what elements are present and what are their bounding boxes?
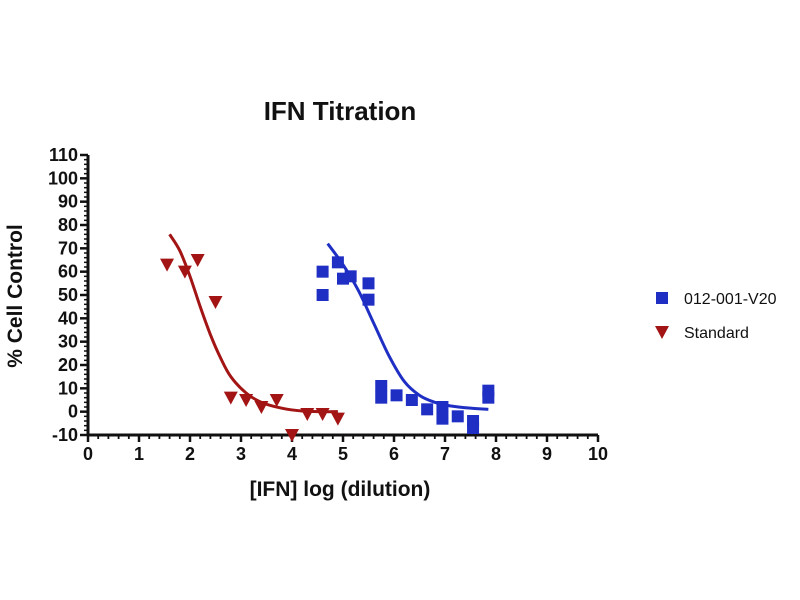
legend-marker-triangle-down xyxy=(655,326,669,339)
fit-curve-square xyxy=(326,242,489,411)
data-point-triangle-down xyxy=(160,258,175,272)
y-tick-label: 30 xyxy=(58,332,78,352)
x-axis-title: [IFN] log (dilution) xyxy=(250,478,431,501)
data-point-square xyxy=(467,422,480,434)
y-tick-label: 0 xyxy=(68,402,78,422)
data-point-square xyxy=(331,256,344,269)
data-point-square xyxy=(436,401,449,413)
x-tick-label: 10 xyxy=(588,444,608,464)
chart-title: IFN Titration xyxy=(264,96,417,126)
x-tick-label: 7 xyxy=(440,444,450,464)
y-tick-label: 100 xyxy=(48,168,78,188)
data-point-triangle-down xyxy=(269,394,284,407)
data-point-square xyxy=(436,412,449,425)
data-point-triangle-down xyxy=(285,429,299,442)
fit-curves xyxy=(168,233,489,414)
data-point-triangle-down xyxy=(208,296,223,309)
x-tick-label: 2 xyxy=(185,444,195,464)
y-axis-title: % Cell Control xyxy=(4,224,27,368)
x-tick-label: 3 xyxy=(236,444,246,464)
legend-label: 012-001-V20 xyxy=(684,291,777,308)
x-tick-label: 9 xyxy=(542,444,552,464)
y-tick-label: 20 xyxy=(58,355,78,375)
data-point-triangle-down xyxy=(315,408,330,421)
data-point-square xyxy=(362,293,375,306)
x-tick-label: 1 xyxy=(134,444,144,464)
data-point-square xyxy=(375,380,388,392)
x-tick-label: 0 xyxy=(83,444,93,464)
data-point-square xyxy=(405,394,418,406)
data-point-square xyxy=(316,289,329,301)
data-point-square xyxy=(421,403,434,416)
y-tick-label: -10 xyxy=(52,425,78,445)
data-point-square xyxy=(362,277,375,290)
y-tick-label: 50 xyxy=(58,285,78,305)
y-tick-label: 110 xyxy=(49,145,78,165)
x-tick-label: 4 xyxy=(287,444,297,464)
data-point-square xyxy=(451,410,464,423)
data-point-triangle-down xyxy=(223,391,238,405)
data-point-triangle-down xyxy=(254,401,269,414)
x-tick-label: 6 xyxy=(389,444,399,464)
legend: 012-001-V20 Standard xyxy=(655,291,777,342)
y-tick-label: 10 xyxy=(58,378,78,398)
data-point-triangle-down xyxy=(239,394,254,407)
legend-marker-square xyxy=(656,292,668,304)
y-tick-label: 60 xyxy=(58,262,78,282)
data-point-triangle-down xyxy=(190,254,205,267)
y-tick-label: 80 xyxy=(58,215,78,235)
y-tick-label: 40 xyxy=(58,308,78,328)
data-point-square xyxy=(375,391,388,404)
y-tick-label: 70 xyxy=(58,238,78,258)
legend-label: Standard xyxy=(684,325,749,342)
data-point-square xyxy=(482,391,495,404)
x-tick-label: 8 xyxy=(491,444,501,464)
x-tick-label: 5 xyxy=(338,444,348,464)
data-point-triangle-down xyxy=(177,265,192,279)
data-point-triangle-down xyxy=(330,412,345,426)
data-point-square xyxy=(344,270,357,283)
data-points xyxy=(160,254,495,442)
y-tick-label: 90 xyxy=(58,192,78,212)
data-point-triangle-down xyxy=(300,408,315,421)
data-point-square xyxy=(316,265,329,278)
data-point-square xyxy=(390,389,403,402)
